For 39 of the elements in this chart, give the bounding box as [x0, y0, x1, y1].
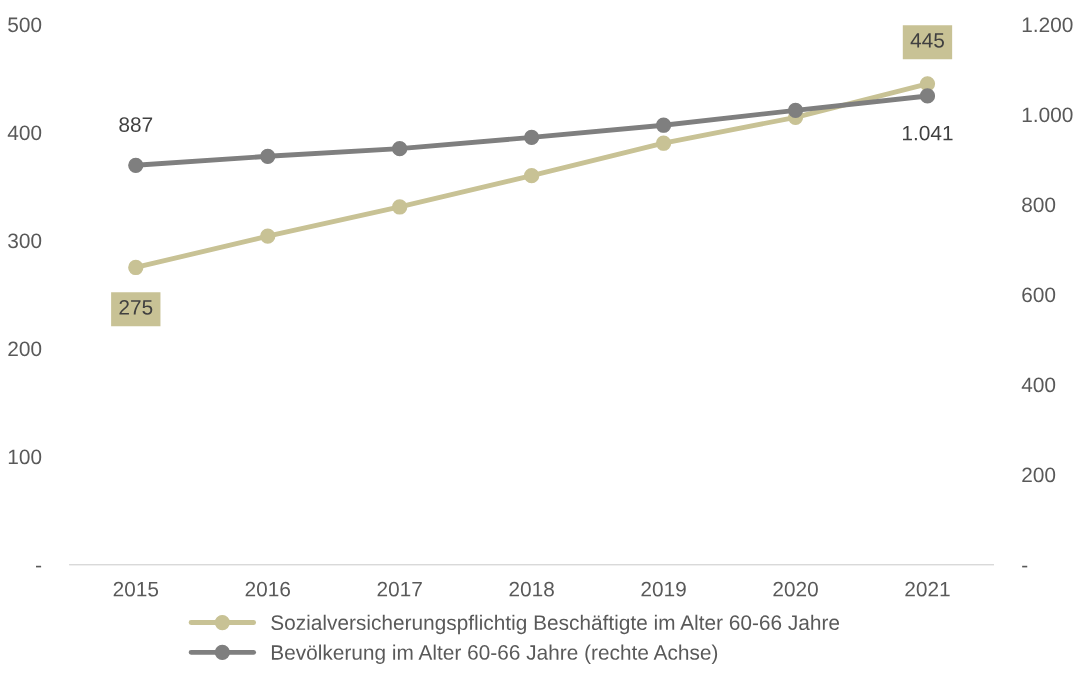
x-tick-label: 2019 [641, 581, 686, 597]
x-tick-label: 2015 [113, 581, 159, 597]
y2-tick-label: - [1022, 565, 1028, 568]
point [260, 148, 276, 164]
point [655, 117, 672, 133]
x-tick-label: 2017 [377, 581, 422, 597]
y-tick-label: - [36, 565, 42, 568]
point [392, 199, 408, 215]
point [128, 157, 144, 173]
y2-tick-label: 1.000 [1022, 107, 1073, 123]
y2-tick-label: 200 [1022, 467, 1056, 483]
point [523, 129, 540, 146]
x-tick-label: 2018 [509, 581, 554, 597]
y-tick-label: 500 [8, 17, 42, 33]
point [523, 168, 540, 184]
y-tick-label: 200 [8, 341, 42, 357]
y-tick-label: 300 [8, 233, 42, 249]
y2-tick-label: 1.200 [1022, 17, 1073, 33]
y2-tick-label: 600 [1022, 287, 1056, 303]
point [655, 135, 672, 151]
data-label: 275 [119, 299, 153, 315]
data-label: 1.041 [903, 125, 953, 141]
legend-label: Sozialversicherungspflichtig Beschäftigte im Alter 60-66 Jahre [271, 614, 840, 635]
y-tick-label: 100 [8, 449, 42, 465]
x-tick-label: 2016 [245, 581, 290, 597]
x-tick-label: 2020 [773, 581, 818, 597]
point [128, 259, 144, 276]
data-label: 887 [119, 117, 153, 132]
point [392, 140, 408, 157]
point [919, 88, 936, 104]
data-label: 445 [910, 33, 944, 48]
y-tick-label: 400 [7, 125, 42, 141]
point [919, 76, 936, 92]
point [260, 228, 276, 244]
point [787, 102, 804, 119]
y2-tick-label: 800 [1022, 197, 1056, 213]
y2-tick-label: 400 [1021, 377, 1056, 393]
legend-label: Bevölkerung im Alter 60-66 Jahre (rechte Achse) [271, 644, 718, 664]
x-tick-label: 2021 [905, 581, 950, 597]
